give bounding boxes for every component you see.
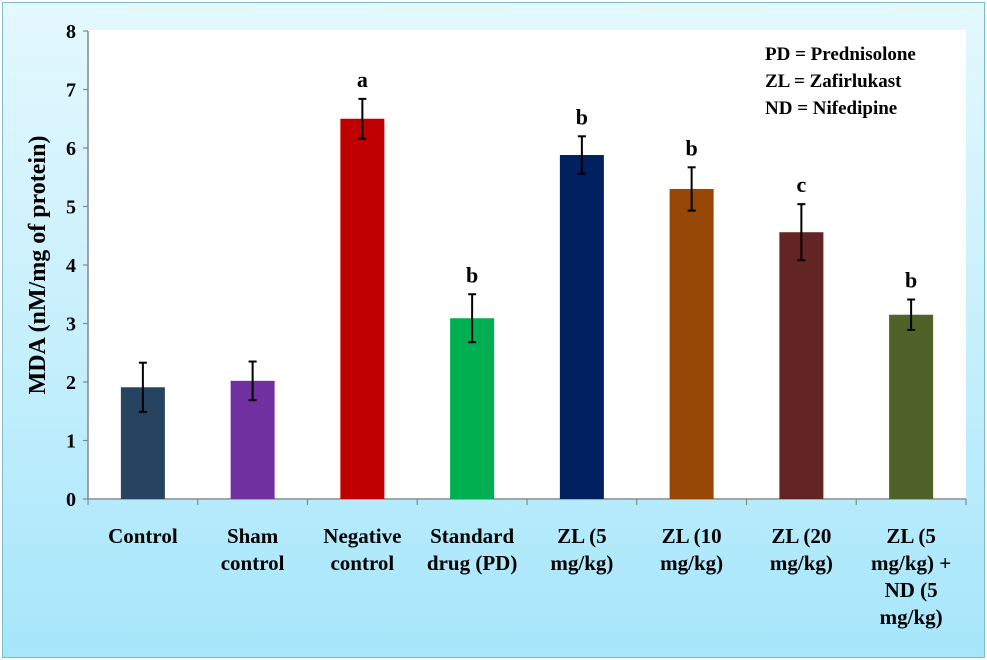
y-tick-label: 6 [66, 138, 76, 160]
abbreviation-note: ND = Nifedipine [765, 98, 897, 119]
y-tick-label: 3 [66, 314, 76, 336]
x-tick-label: Sham [227, 524, 279, 548]
significance-label: b [686, 135, 698, 160]
x-tick-label: Negative [323, 524, 401, 548]
bar [669, 188, 714, 499]
y-tick-label: 1 [66, 431, 76, 453]
significance-label: c [796, 172, 806, 197]
x-tick-label: ZL (10 [662, 524, 722, 548]
x-tick-label: control [330, 551, 394, 575]
x-tick-label: ZL (5 [557, 524, 607, 548]
significance-label: b [466, 262, 478, 287]
y-tick-label: 0 [66, 489, 76, 511]
significance-label: b [905, 268, 917, 293]
bar [779, 232, 824, 500]
x-tick-label: control [221, 551, 285, 575]
x-tick-label: mg/kg) [770, 551, 833, 575]
bar [889, 314, 934, 499]
x-tick-label: mg/kg) [660, 551, 723, 575]
significance-label: a [357, 67, 368, 92]
abbreviation-note: ZL = Zafirlukast [765, 71, 902, 92]
y-axis-label: MDA (nM/mg of protein) [25, 136, 51, 395]
x-tick-label: mg/kg) [880, 605, 943, 629]
x-tick-label: Standard [430, 524, 514, 548]
x-tick-label: mg/kg) [550, 551, 613, 575]
x-tick-label: mg/kg) + [871, 551, 951, 575]
y-tick-label: 4 [66, 255, 76, 277]
y-tick-label: 5 [66, 197, 76, 219]
x-tick-label: ND (5 [885, 578, 938, 602]
x-tick-label: Control [108, 524, 178, 548]
x-tick-label: drug (PD) [427, 551, 517, 575]
y-tick-label: 8 [66, 21, 76, 43]
x-tick-label: ZL (20 [771, 524, 831, 548]
x-tick-label: ZL (5 [886, 524, 936, 548]
bar [450, 318, 495, 499]
bar [559, 155, 604, 499]
y-tick-label: 7 [66, 80, 76, 102]
significance-label: b [576, 104, 588, 129]
y-tick-label: 2 [66, 372, 76, 394]
abbreviation-note: PD = Prednisolone [765, 44, 916, 65]
bar [340, 118, 385, 499]
